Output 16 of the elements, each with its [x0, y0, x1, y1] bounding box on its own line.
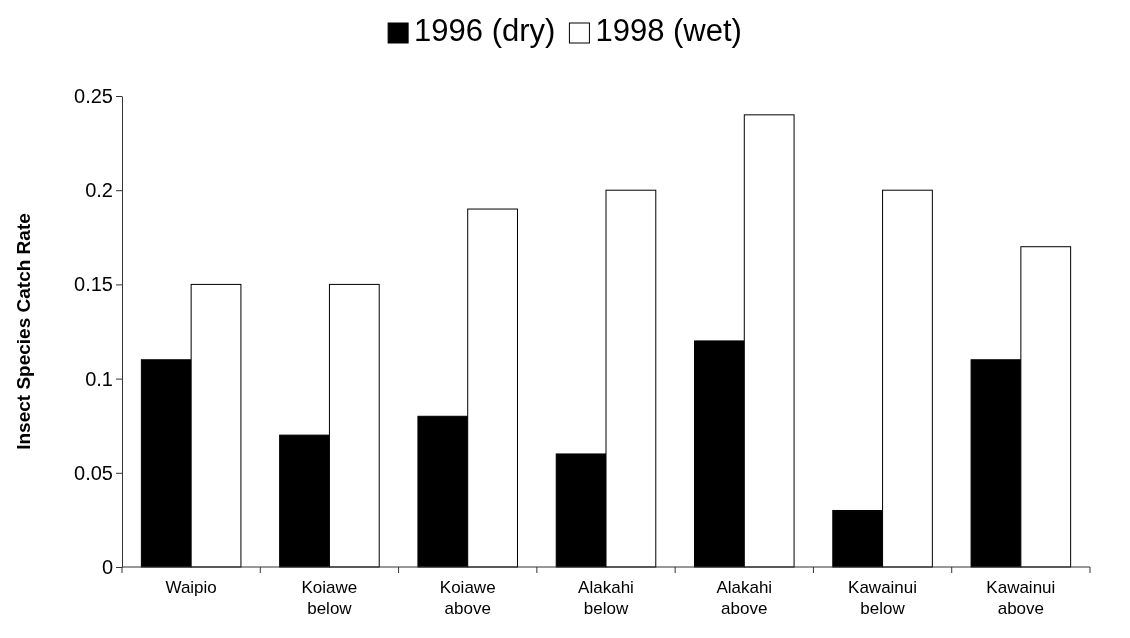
- y-tick-label: 0.15: [74, 273, 113, 296]
- y-tick-label: 0.2: [85, 179, 113, 202]
- x-tick-label: Alakahi below: [578, 578, 634, 618]
- y-tick-label: 0.25: [74, 84, 113, 107]
- x-tick-label: Waipio: [165, 578, 217, 597]
- y-axis-title: Insect Species Catch Rate: [13, 213, 34, 450]
- x-tick-label: Alakahi above: [716, 578, 773, 618]
- x-tick-label: Koiawe above: [439, 578, 496, 618]
- legend-label: 1998 (wet): [595, 13, 742, 48]
- x-tick-label: Kawainui above: [986, 578, 1056, 618]
- x-tick-label: Kawainui below: [848, 578, 918, 618]
- x-tick-label: Koiawe below: [301, 578, 358, 618]
- y-tick-label: 0.05: [74, 461, 113, 484]
- legend-label: 1996 (dry): [414, 13, 556, 48]
- y-tick-label: 0.1: [85, 367, 113, 390]
- y-tick-label: 0: [101, 555, 113, 578]
